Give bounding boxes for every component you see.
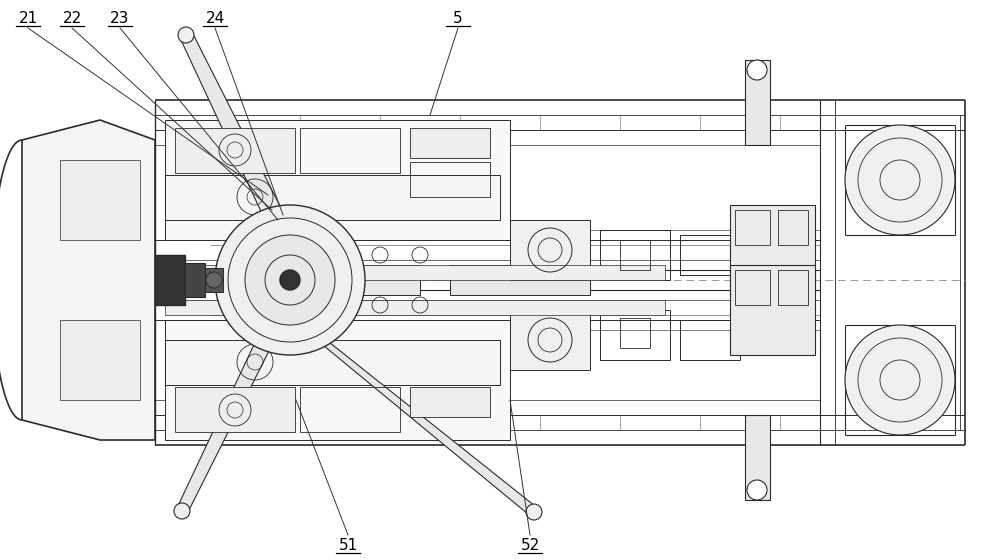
- Bar: [510, 220, 590, 280]
- Bar: [165, 120, 510, 240]
- Text: 52: 52: [520, 538, 540, 553]
- Circle shape: [845, 125, 955, 235]
- Bar: [680, 235, 740, 275]
- Bar: [730, 265, 815, 355]
- Bar: [450, 265, 590, 295]
- Bar: [300, 128, 400, 173]
- Bar: [510, 310, 590, 370]
- Bar: [155, 255, 185, 305]
- Polygon shape: [22, 120, 155, 440]
- Text: 23: 23: [110, 11, 130, 26]
- Bar: [60, 160, 140, 240]
- Bar: [300, 387, 400, 432]
- Bar: [175, 128, 295, 173]
- Circle shape: [245, 235, 335, 325]
- Bar: [730, 205, 815, 295]
- Bar: [165, 320, 510, 440]
- Circle shape: [215, 205, 365, 355]
- Bar: [410, 128, 490, 158]
- Bar: [600, 310, 670, 360]
- Bar: [778, 270, 808, 305]
- Polygon shape: [278, 308, 540, 514]
- Circle shape: [178, 27, 194, 43]
- Circle shape: [206, 272, 222, 288]
- Bar: [620, 240, 650, 270]
- Bar: [205, 268, 223, 292]
- Bar: [165, 175, 500, 220]
- Bar: [745, 60, 770, 145]
- Circle shape: [747, 60, 767, 80]
- Bar: [165, 300, 665, 315]
- Text: 5: 5: [453, 11, 463, 26]
- Text: 24: 24: [205, 11, 225, 26]
- Circle shape: [845, 325, 955, 435]
- Bar: [175, 387, 295, 432]
- Bar: [778, 210, 808, 245]
- Bar: [735, 270, 770, 305]
- Text: 21: 21: [18, 11, 38, 26]
- Circle shape: [747, 480, 767, 500]
- Bar: [185, 263, 205, 297]
- Polygon shape: [180, 32, 282, 220]
- Bar: [410, 162, 490, 197]
- Bar: [165, 265, 665, 280]
- Polygon shape: [176, 315, 282, 512]
- Bar: [60, 320, 140, 400]
- Bar: [680, 320, 740, 360]
- Bar: [600, 230, 670, 280]
- Circle shape: [280, 270, 300, 290]
- Circle shape: [174, 503, 190, 519]
- Bar: [410, 387, 490, 417]
- Circle shape: [526, 504, 542, 520]
- Bar: [620, 318, 650, 348]
- Bar: [165, 340, 500, 385]
- Text: 22: 22: [62, 11, 82, 26]
- Bar: [280, 265, 420, 295]
- Text: 51: 51: [338, 538, 358, 553]
- Bar: [745, 415, 770, 500]
- Bar: [735, 210, 770, 245]
